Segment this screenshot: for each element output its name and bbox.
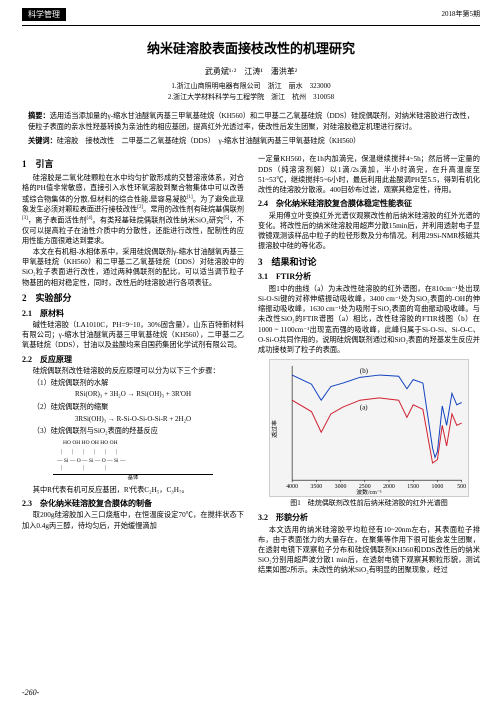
s1-para2: 本文在有机相-水相体系中，采用硅烷偶联剂γ-缩水甘油醚氧丙基三甲氧基硅烷（KH5… (22, 247, 244, 288)
svg-text:3500: 3500 (310, 484, 322, 490)
authors-line: 武勇斌¹·² 江涛¹ 潘洪革² (0, 66, 502, 77)
s22-para: 硅烷偶联剂改性硅溶胶的反应原理可以分为以下三个步骤： (22, 366, 244, 376)
s1p1c: 。常用的改性剂有硅烷基偶联剂 (143, 206, 244, 214)
keywords: 关键词：硅溶胶 接枝改性 二甲基二乙氧基硅烷（DDS） γ-缩水甘油醚氧丙基三甲… (0, 136, 502, 150)
issue-date: 2018年第5期 (442, 10, 481, 20)
left-column: 1 引言 硅溶胶是二氧化硅颗粒在水中均匀扩散形成的交替溶液体系，对合格的PH值非… (22, 154, 244, 576)
right-column: 一定量KH560，在1h内加滴完，保温继续搅拌4~5h；然后将一定量的DDS（纯… (258, 154, 480, 576)
keywords-text: 硅溶胶 接枝改性 二甲基二乙氧基硅烷（DDS） γ-缩水甘油醚氧丙基三甲氧基硅烷… (57, 137, 360, 145)
formula-1: RSi(OR)₃ + 3H₂O → RSi(OH)₃ + 3R'OH (22, 390, 244, 400)
keywords-label: 关键词： (28, 137, 57, 145)
affiliation-1: 1.浙江山商照明电器有限公司 浙江 丽水 323000 (0, 82, 502, 92)
heading-2: 2 实验部分 (22, 292, 244, 305)
s1p1d: ，离子表面活性剂 (28, 216, 87, 224)
article-title: 纳米硅溶胶表面接枝改性的机理研究 (0, 40, 502, 58)
heading-2-2: 2.2 反应原理 (22, 354, 244, 365)
diag-bot: 基体 (53, 474, 213, 483)
diag-mid: — Si — O — Si — O — Si — (57, 458, 125, 466)
s21-para: 碱性硅溶胶（LA1010C，PH=9~10，30%固含量），山东百特新材料有限公… (22, 320, 244, 351)
reaction-diagram: HO OH HO OH HO OH ｜ ｜ ｜ ｜ ｜ ｜ — Si — O —… (53, 440, 213, 482)
s1-para1: 硅溶胶是二氧化硅颗粒在水中均匀扩散形成的交替溶液体系，对合格的PH值非常敏感，直… (22, 173, 244, 246)
abstract-label: 摘要： (28, 112, 50, 120)
step-1: （1）硅烷偶联剂的水解 (22, 378, 244, 388)
cont-para: 一定量KH560，在1h内加滴完，保温继续搅拌4~5h；然后将一定量的DDS（纯… (258, 154, 480, 195)
diag-top: HO OH HO OH HO OH (63, 440, 118, 448)
s32-para: 本文选用的纳米硅溶胶平均粒径有10~20nm左右，其表面粒子排布，由于表面张力的… (258, 525, 480, 576)
step-2: （2）硅烷偶联剂的缩聚 (22, 402, 244, 412)
section-badge: 科学管理 (22, 8, 66, 21)
y-axis-label: 透过率 (270, 420, 278, 438)
step-3: （3）硅烷偶联剂与SiO₂表面的羟基反应 (22, 426, 244, 436)
heading-2-1: 2.1 原材料 (22, 308, 244, 319)
svg-text:500: 500 (457, 484, 466, 490)
header-rule (22, 25, 480, 26)
chart-bg (270, 360, 467, 496)
s23-para: 取200g硅溶胶加入三口烧瓶中，在恒温度设定70℃，在搅拌状态下加入0.4g丙三… (22, 510, 244, 530)
svg-text:2000: 2000 (383, 484, 395, 490)
heading-2-4: 2.4 杂化纳米硅溶胶复合膜体稳定性能表征 (258, 198, 480, 209)
formula-2: 3RSi(OH)₃ → R-Si-O-Si-O-Si-R + 2H₂O (22, 415, 244, 425)
heading-3-2: 3.2 形貌分析 (258, 512, 480, 523)
s24-para: 采用傅立叶变换红外光谱仪观察改性前后纳米硅溶胶的红外光谱的变化。将改性后的纳米硅… (258, 211, 480, 252)
svg-text:1000: 1000 (432, 484, 444, 490)
abstract-text: 选用适当添加量的γ-缩水甘油醚氧丙基三甲氧基硅烷（KH560）和二甲基二乙氧基硅… (28, 112, 474, 130)
s22-para2: 其中R代表有机可反应基团，R'代表C₂H₅，C₃H₇。 (22, 485, 244, 495)
x-axis-label: 波数/cm⁻¹ (356, 488, 382, 496)
figure-1-caption: 图1 硅烷偶联剂改性前后纳米硅溶胶的红外光谱图 (258, 499, 480, 509)
heading-3: 3 结果和讨论 (258, 256, 480, 269)
heading-3-1: 3.1 FTIR分析 (258, 271, 480, 282)
affiliation-2: 2.浙江大学材料科学与工程学院 浙江 杭州 310058 (0, 93, 502, 103)
abstract: 摘要：选用适当添加量的γ-缩水甘油醚氧丙基三甲氧基硅烷（KH560）和二甲基二乙… (0, 105, 502, 136)
svg-text:(b): (b) (360, 368, 368, 375)
heading-2-3: 2.3 杂化纳米硅溶胶复合膜体的制备 (22, 498, 244, 509)
svg-text:(a): (a) (360, 405, 368, 412)
diag-vert2: ｜ ｜ ｜ (59, 466, 109, 474)
s1p1e: 。有类羟基硅烷偶联剂改性纳米SiO₂研究 (92, 216, 223, 224)
page-number: -260- (22, 687, 39, 698)
svg-text:1500: 1500 (407, 484, 419, 490)
ftir-chart: 4000350030002500200015001000500 (a)(b) 波… (270, 360, 468, 496)
s31-para: 图1中的曲线（a）为未改性硅溶胶的红外谱图，在810cm⁻¹处出现Si-O-Si… (258, 284, 480, 356)
figure-1: 4000350030002500200015001000500 (a)(b) 波… (269, 359, 469, 497)
diag-vert1: ｜ ｜ ｜ ｜ ｜ ｜ (59, 450, 120, 458)
svg-text:3000: 3000 (335, 484, 347, 490)
svg-text:4000: 4000 (286, 484, 298, 490)
heading-1: 1 引言 (22, 158, 244, 171)
